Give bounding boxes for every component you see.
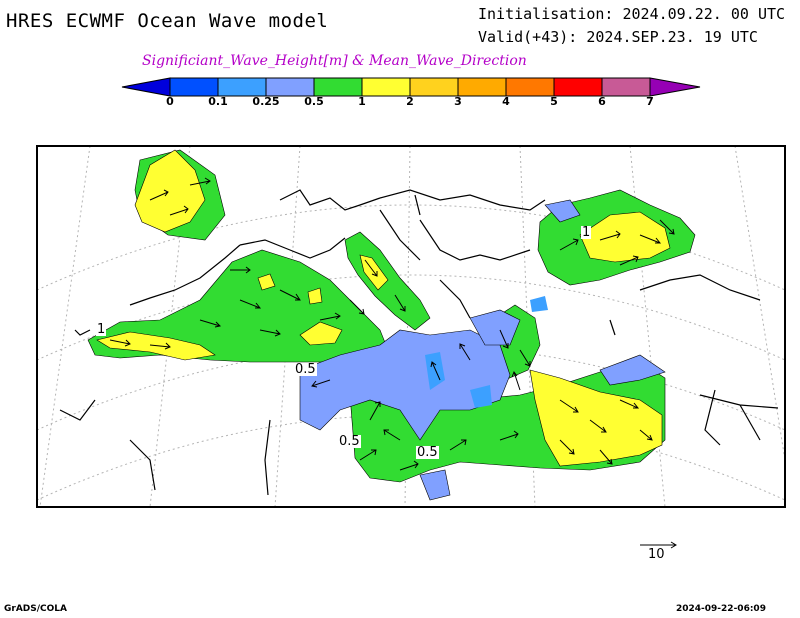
contour-label: 1	[581, 225, 592, 240]
contour-label: 0.5	[338, 434, 361, 449]
contour-label: 0.5	[416, 445, 439, 460]
wave-direction-arrows	[109, 177, 675, 471]
colorbar-tick: 2	[406, 95, 414, 108]
map-frame	[36, 145, 786, 508]
colorbar-tick: 4	[502, 95, 510, 108]
contour-label: 1	[96, 322, 107, 337]
colorbar-tick: 3	[454, 95, 462, 108]
sea-light-blue	[425, 296, 548, 408]
contour-label: 0.5	[294, 362, 317, 377]
colorbar-tick: 0.5	[304, 95, 324, 108]
vector-scale-label: 10	[648, 547, 665, 562]
coastlines	[59, 189, 779, 496]
valid-time: Valid(+43): 2024.SEP.23. 19 UTC	[478, 28, 758, 46]
colorbar-tick: 0.25	[252, 95, 280, 108]
sea-yellow	[96, 149, 671, 467]
colorbar-tick: 7	[646, 95, 654, 108]
map-title: HRES ECWMF Ocean Wave model	[6, 10, 329, 32]
colorbar-over-arrow	[649, 77, 701, 97]
colorbar-tick: 1	[358, 95, 366, 108]
colorbar-tick: 0	[166, 95, 174, 108]
colorbar	[121, 77, 701, 97]
colorbar-tick: 6	[598, 95, 606, 108]
colorbar-tick: 0.1	[208, 95, 228, 108]
map-subtitle: Significiant_Wave_Height[m] & Mean_Wave_…	[142, 53, 527, 69]
vector-scale-arrow	[640, 541, 677, 549]
render-timestamp: 2024-09-22-06:09	[676, 604, 766, 614]
software-credit: GrADS/COLA	[4, 604, 67, 614]
colorbar-tick: 5	[550, 95, 558, 108]
sea-blue	[299, 199, 666, 501]
initialisation-time: Initialisation: 2024.09.22. 00 UTC	[478, 5, 786, 23]
